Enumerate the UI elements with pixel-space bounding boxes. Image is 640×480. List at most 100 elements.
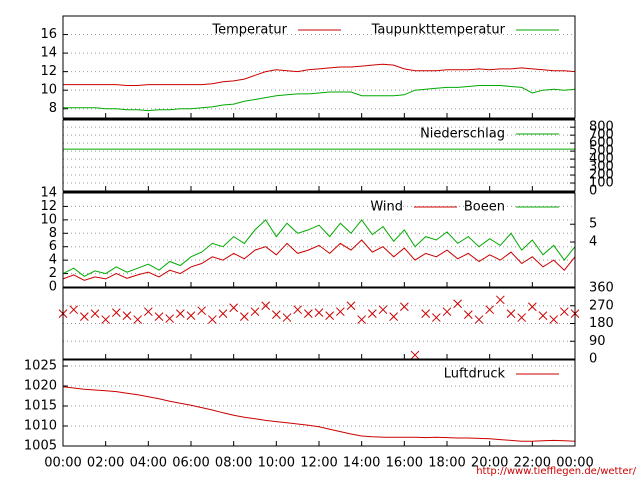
cross-marker — [229, 303, 239, 313]
cross-stroke — [431, 313, 441, 322]
cross-marker — [197, 306, 207, 316]
x-tick-label: 02:00 — [87, 456, 124, 471]
legend-label: Temperatur — [211, 23, 287, 38]
cross-marker — [378, 305, 388, 315]
cross-stroke — [282, 313, 292, 322]
cross-marker — [389, 312, 399, 321]
cross-marker — [485, 305, 495, 315]
cross-marker — [111, 308, 121, 318]
cross-stroke — [111, 308, 121, 318]
cross-stroke — [378, 305, 388, 315]
cross-marker — [250, 307, 260, 317]
cross-marker — [474, 315, 484, 324]
cross-marker — [549, 315, 559, 324]
cross-marker — [453, 299, 463, 309]
y2-tick-label: 600 — [589, 136, 614, 151]
cross-stroke — [229, 303, 239, 313]
cross-marker — [282, 313, 292, 322]
y-tick-label: 6 — [49, 239, 57, 254]
cross-marker — [399, 302, 409, 312]
x-tick-label: 14:00 — [343, 456, 380, 471]
y-tick-label: 8 — [49, 101, 57, 116]
y-tick-label: 10 — [40, 212, 57, 227]
y2-tick-label: 0 — [589, 184, 597, 199]
y2-tick-label: 270 — [589, 298, 614, 313]
y-tick-label: 8 — [49, 226, 57, 241]
cross-marker — [495, 295, 505, 305]
cross-stroke — [474, 315, 484, 324]
y-tick-label: 1020 — [24, 379, 57, 394]
cross-marker — [293, 305, 303, 315]
x-tick-label: 00:00 — [44, 456, 81, 471]
cross-marker — [143, 307, 153, 317]
cross-stroke — [239, 312, 249, 321]
cross-marker — [367, 309, 377, 318]
x-tick-label: 16:00 — [386, 456, 423, 471]
y-tick-label: 1015 — [24, 399, 57, 414]
y2-tick-label: 300 — [589, 160, 614, 175]
cross-marker — [527, 302, 537, 312]
x-tick-label: 08:00 — [215, 456, 252, 471]
data-line — [62, 219, 576, 277]
y-tick-label: 10 — [40, 83, 57, 98]
cross-stroke — [79, 312, 89, 321]
cross-marker — [335, 307, 345, 317]
legend-label: Luftdruck — [444, 367, 506, 382]
data-line — [63, 85, 576, 112]
cross-stroke — [218, 309, 228, 318]
y2-tick-label: 0 — [589, 352, 597, 367]
cross-stroke — [495, 295, 505, 305]
cross-stroke — [357, 315, 367, 324]
y-tick-label: 1010 — [24, 419, 57, 434]
cross-stroke — [399, 302, 409, 312]
y2-tick-label: 100 — [589, 176, 614, 191]
cross-stroke — [197, 306, 207, 316]
y-tick-label: 16 — [40, 27, 57, 42]
cross-stroke — [250, 307, 260, 317]
x-tick-label: 00:00 — [556, 456, 593, 471]
cross-marker — [303, 309, 313, 318]
y-tick-label: 12 — [40, 199, 57, 214]
cross-marker — [325, 311, 335, 320]
cross-marker — [346, 301, 356, 311]
cross-marker — [69, 305, 79, 315]
y2-tick-label: 500 — [589, 144, 614, 159]
y-tick-label: 1005 — [24, 439, 57, 454]
cross-marker — [431, 313, 441, 322]
cross-stroke — [463, 310, 473, 319]
cross-stroke — [101, 315, 111, 324]
cross-stroke — [143, 307, 153, 317]
cross-marker — [133, 315, 143, 324]
cross-marker — [410, 350, 420, 360]
cross-stroke — [517, 313, 527, 322]
footer-url: http://www.tiefflegen.de/wetter/ — [476, 466, 636, 477]
cross-stroke — [90, 309, 100, 318]
x-tick-label: 12:00 — [300, 456, 337, 471]
cross-marker — [463, 310, 473, 319]
cross-stroke — [261, 301, 271, 311]
y-tick-label: 12 — [40, 64, 57, 79]
cross-stroke — [485, 305, 495, 315]
cross-stroke — [367, 309, 377, 318]
x-tick-label: 18:00 — [428, 456, 465, 471]
x-tick-label: 22:00 — [514, 456, 551, 471]
cross-marker — [101, 315, 111, 324]
cross-stroke — [538, 311, 548, 320]
cross-marker — [122, 311, 132, 320]
cross-stroke — [271, 310, 281, 319]
y2-tick-label: 4 — [589, 235, 597, 250]
cross-stroke — [442, 307, 452, 317]
data-line — [62, 386, 576, 442]
cross-stroke — [186, 311, 196, 320]
x-tick-label: 06:00 — [172, 456, 209, 471]
y2-tick-label: 90 — [589, 334, 606, 349]
cross-marker — [517, 313, 527, 322]
cross-marker — [538, 311, 548, 320]
cross-stroke — [207, 315, 217, 324]
cross-marker — [357, 315, 367, 324]
y2-tick-label: 700 — [589, 128, 614, 143]
cross-stroke — [133, 315, 143, 324]
cross-stroke — [506, 309, 516, 318]
data-line — [62, 239, 576, 281]
